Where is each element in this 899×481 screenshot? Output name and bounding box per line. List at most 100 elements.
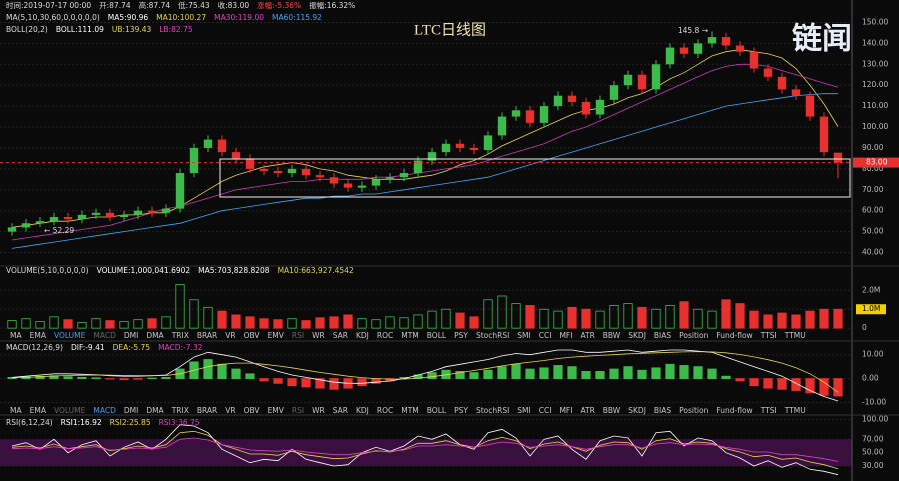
indicator-tab[interactable]: Position — [679, 406, 708, 415]
info-text: MA10:100.27 — [156, 13, 206, 22]
indicator-tab[interactable]: MA — [10, 406, 22, 415]
indicator-tab[interactable]: DMA — [146, 406, 164, 415]
indicator-line — [11, 63, 839, 241]
bar — [301, 378, 311, 388]
indicator-tab[interactable]: BIAS — [654, 331, 671, 340]
indicator-tab[interactable]: WR — [312, 406, 325, 415]
indicator-tab[interactable]: ATR — [580, 406, 594, 415]
indicator-tab[interactable]: SKDJ — [628, 406, 646, 415]
candle-body — [21, 223, 31, 228]
indicator-tab[interactable]: TTMU — [784, 331, 806, 340]
indicator-tab[interactable]: EMV — [268, 331, 285, 340]
indicator-tab[interactable]: DMI — [124, 406, 138, 415]
indicator-tab[interactable]: EMA — [30, 331, 47, 340]
indicator-tab[interactable]: Fund-flow — [716, 406, 752, 415]
indicator-tab[interactable]: TTSI — [760, 331, 777, 340]
bar — [595, 310, 605, 329]
bar — [819, 308, 829, 329]
indicator-tab[interactable]: MTM — [401, 331, 419, 340]
indicator-tab[interactable]: EMA — [30, 406, 47, 415]
indicator-tab[interactable]: KDJ — [356, 331, 369, 340]
indicator-tab[interactable]: SKDJ — [628, 331, 646, 340]
indicator-tab[interactable]: OBV — [244, 331, 261, 340]
candle-body — [707, 37, 717, 44]
bar — [637, 369, 647, 379]
indicator-tab[interactable]: PSY — [454, 331, 468, 340]
indicator-tab[interactable]: BIAS — [654, 406, 671, 415]
indicator-tab[interactable]: BRAR — [197, 406, 217, 415]
indicator-tab[interactable]: CCI — [539, 331, 552, 340]
indicator-tab[interactable]: DMA — [146, 331, 164, 340]
indicator-tab[interactable]: MTM — [401, 406, 419, 415]
candle-body — [91, 212, 101, 215]
indicator-tab[interactable]: EMV — [268, 406, 285, 415]
indicator-tab[interactable]: MFI — [559, 331, 572, 340]
indicator-tab[interactable]: Position — [679, 331, 708, 340]
bar — [357, 318, 367, 329]
bar — [637, 306, 647, 329]
bar — [329, 378, 339, 390]
indicator-tab[interactable]: RSI — [292, 406, 304, 415]
candle-body — [469, 147, 479, 151]
indicator-tab[interactable]: ROC — [377, 331, 393, 340]
indicator-tab[interactable]: MACD — [93, 406, 116, 415]
candle-body — [189, 147, 199, 174]
indicator-tab[interactable]: SMI — [517, 406, 530, 415]
bar — [763, 378, 773, 389]
indicator-tab[interactable]: DMI — [124, 331, 138, 340]
bar — [805, 378, 815, 394]
candle-body — [203, 139, 213, 148]
bar — [497, 295, 507, 329]
indicator-tab[interactable]: BOLL — [427, 331, 447, 340]
indicator-tab[interactable]: StochRSI — [476, 331, 509, 340]
info-text: RSI(6,12,24) — [6, 418, 53, 427]
candle-body — [749, 51, 759, 69]
indicator-tab[interactable]: Fund-flow — [716, 331, 752, 340]
indicator-tab[interactable]: BRAR — [197, 331, 217, 340]
indicator-tab[interactable]: VR — [225, 406, 235, 415]
bar — [483, 299, 493, 329]
indicator-tab[interactable]: VOLUME — [54, 406, 86, 415]
indicator-tab[interactable]: OBV — [244, 406, 261, 415]
bar — [595, 371, 605, 379]
indicator-tab[interactable]: VOLUME — [54, 331, 86, 340]
bar — [385, 316, 395, 329]
candle-body — [329, 177, 339, 184]
indicator-tab[interactable]: TTMU — [784, 406, 806, 415]
indicator-tab[interactable]: VR — [225, 331, 235, 340]
y-tick-label: 50.00 — [862, 227, 884, 236]
indicator-tab[interactable]: SMI — [517, 331, 530, 340]
info-text: 涨幅:-5.36% — [257, 0, 301, 10]
indicator-tab[interactable]: KDJ — [356, 406, 369, 415]
candle-body — [665, 47, 675, 65]
info-text: VOLUME(5,10,0,0,0,0) — [6, 266, 89, 275]
candle-body — [77, 214, 87, 220]
indicator-tab[interactable]: BBW — [603, 406, 621, 415]
indicator-tab[interactable]: MFI — [559, 406, 572, 415]
indicator-tab[interactable]: WR — [312, 331, 325, 340]
indicator-tab[interactable]: BOLL — [427, 406, 447, 415]
bar — [133, 378, 143, 380]
indicator-tab[interactable]: TTSI — [760, 406, 777, 415]
indicator-tab[interactable]: PSY — [454, 406, 468, 415]
indicator-tab[interactable]: BBW — [603, 331, 621, 340]
indicator-tab[interactable]: StochRSI — [476, 406, 509, 415]
indicator-tab[interactable]: SAR — [333, 406, 348, 415]
bar — [273, 319, 283, 329]
indicator-tab[interactable]: CCI — [539, 406, 552, 415]
info-text: LB:82.75 — [159, 25, 193, 34]
indicator-tab[interactable]: TRIX — [171, 406, 189, 415]
candle-body — [735, 45, 745, 52]
indicator-tab[interactable]: MA — [10, 331, 22, 340]
bar — [567, 306, 577, 329]
info-text: DIF:-9.41 — [71, 343, 105, 352]
info-text: DEA:-5.75 — [113, 343, 151, 352]
indicator-tab[interactable]: ROC — [377, 406, 393, 415]
candle-body — [161, 208, 171, 213]
indicator-tab[interactable]: TRIX — [171, 331, 189, 340]
indicator-tab[interactable]: MACD — [93, 331, 116, 340]
candle-body — [441, 143, 451, 153]
indicator-tab[interactable]: SAR — [333, 331, 348, 340]
indicator-tab[interactable]: ATR — [580, 331, 594, 340]
indicator-tab[interactable]: RSI — [292, 331, 304, 340]
